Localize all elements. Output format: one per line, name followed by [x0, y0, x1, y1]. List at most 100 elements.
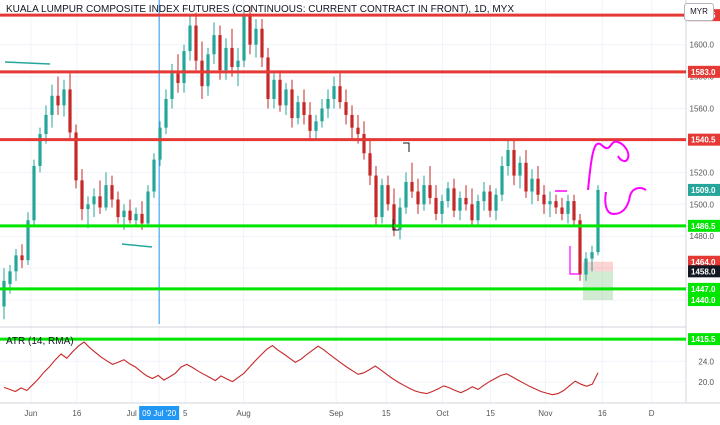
candle-body — [146, 191, 150, 224]
candle — [542, 185, 546, 214]
candle-body — [74, 132, 78, 181]
candle — [80, 169, 84, 221]
candle — [518, 156, 522, 189]
candle — [212, 22, 216, 64]
price-tick-label: 1480.0 — [690, 232, 715, 241]
price-badge-label: 1440.0 — [691, 296, 716, 305]
candle — [470, 188, 474, 227]
candle — [560, 197, 564, 221]
price-badge-label: 1540.5 — [691, 136, 716, 145]
candle — [350, 105, 354, 141]
candle-body — [218, 35, 222, 71]
candle-body — [20, 255, 24, 261]
candle-body — [278, 79, 282, 106]
price-badge-bg — [688, 333, 720, 346]
candle — [2, 268, 6, 320]
time-tick-highlight — [139, 406, 180, 420]
level-badge: 1447.0 — [688, 282, 720, 295]
candle-body — [200, 60, 204, 87]
candle — [164, 89, 168, 135]
level-badge: 1540.5 — [688, 133, 720, 146]
candle-body — [404, 181, 408, 208]
grid-lines — [0, 0, 686, 403]
price-badge-bg — [688, 255, 720, 268]
candle — [596, 185, 600, 256]
candle — [482, 181, 486, 211]
candle — [128, 199, 132, 224]
candle-body — [386, 185, 390, 205]
candle — [464, 185, 468, 211]
freehand-mark — [587, 140, 630, 191]
price-badge-label: 1509.0 — [691, 186, 716, 195]
candle-body — [152, 159, 156, 192]
candle-body — [422, 185, 426, 205]
candle — [62, 79, 66, 117]
candle-body — [224, 47, 228, 71]
candle-body — [416, 191, 420, 205]
candle-body — [230, 47, 234, 68]
candle-body — [536, 178, 540, 195]
candle — [188, 15, 192, 61]
price-badge: 1464.0 — [688, 255, 720, 268]
atr-tick-label: 20.0 — [698, 378, 714, 387]
candle-body — [266, 57, 270, 99]
candle — [368, 140, 372, 186]
candle-body — [584, 258, 588, 275]
candle-body — [446, 188, 450, 202]
candle-body — [458, 197, 462, 211]
price-badge-label: 1447.0 — [691, 285, 716, 294]
candle-body — [290, 89, 294, 119]
candle — [578, 213, 582, 281]
candle-body — [86, 204, 90, 210]
candle-body — [560, 207, 564, 214]
candle — [92, 188, 96, 218]
trend-line — [4, 61, 51, 65]
candle — [416, 178, 420, 214]
time-tick-label: Jun — [24, 409, 37, 418]
candle-body — [434, 197, 438, 214]
candle — [302, 89, 306, 125]
candle — [398, 197, 402, 240]
candle-body — [548, 201, 552, 205]
candle-body — [314, 121, 318, 131]
candle-body — [368, 153, 372, 176]
candle — [26, 212, 30, 265]
candle-body — [410, 181, 414, 192]
candle-body — [398, 207, 402, 230]
candle-body — [170, 73, 174, 99]
candle — [20, 244, 24, 269]
bracket-mark — [392, 219, 399, 231]
candle — [200, 41, 204, 99]
candle — [392, 188, 396, 237]
candle-body — [356, 127, 360, 135]
candle — [182, 44, 186, 93]
candle-body — [344, 102, 348, 115]
candle — [44, 105, 48, 144]
candle — [38, 127, 42, 173]
price-tick-label: 1560.0 — [690, 105, 715, 114]
candle-body — [98, 196, 102, 208]
price-badge-bg — [688, 219, 720, 232]
candle-body — [542, 194, 546, 205]
price-badge-label: 1458.0 — [691, 267, 716, 276]
candle — [260, 19, 264, 68]
candle — [434, 185, 438, 221]
candle — [272, 73, 276, 109]
candle-body — [476, 201, 480, 221]
candle — [74, 124, 78, 189]
candle-body — [206, 54, 210, 87]
candle-body — [302, 102, 306, 115]
candle — [146, 185, 150, 227]
position-target-zone — [583, 271, 613, 301]
candle-body — [338, 86, 342, 103]
candle — [452, 178, 456, 218]
price-badge: 1440.0 — [688, 294, 720, 307]
candle — [266, 47, 270, 109]
candle-body — [452, 188, 456, 211]
candle — [50, 84, 54, 128]
candle-body — [242, 15, 246, 61]
candle — [410, 162, 414, 198]
currency-badge[interactable]: MYR — [684, 3, 714, 21]
time-tick-label: 16 — [72, 409, 81, 418]
